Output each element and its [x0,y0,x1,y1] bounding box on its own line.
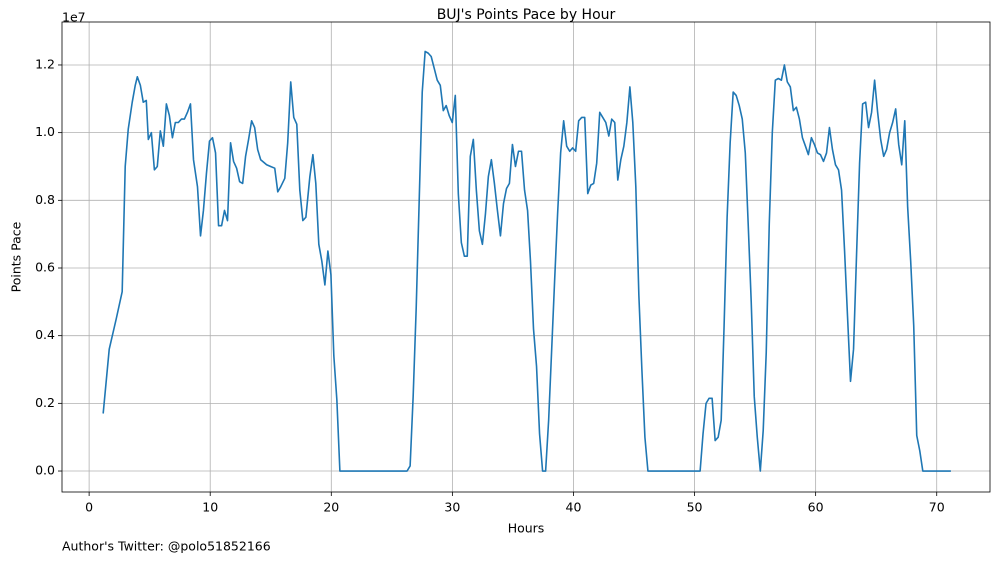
x-tick-label: 70 [929,500,945,515]
y-tick-label: 1.2 [35,56,55,71]
x-tick-label: 20 [323,500,339,515]
x-axis-label: Hours [508,521,545,536]
x-tick-label: 10 [202,500,218,515]
x-tick-label: 60 [808,500,824,515]
x-tick-label: 40 [566,500,582,515]
y-tick-label: 0.6 [35,259,55,274]
x-tick-label: 0 [85,500,93,515]
x-tick-label: 30 [444,500,460,515]
annotation: Author's Twitter: @polo51852166 [62,539,271,554]
y-offset-label: 1e7 [62,10,86,25]
y-tick-label: 0.4 [35,327,55,342]
x-tick-label: 50 [687,500,703,515]
y-tick-label: 0.2 [35,395,55,410]
y-axis-label: Points Pace [9,221,24,292]
y-tick-label: 1.0 [35,124,55,139]
y-tick-label: 0.0 [35,463,55,478]
data-line [102,50,951,472]
chart-title: BUJ's Points Pace by Hour [437,7,616,23]
y-tick-label: 0.8 [35,192,55,207]
plot-frame [61,21,991,493]
